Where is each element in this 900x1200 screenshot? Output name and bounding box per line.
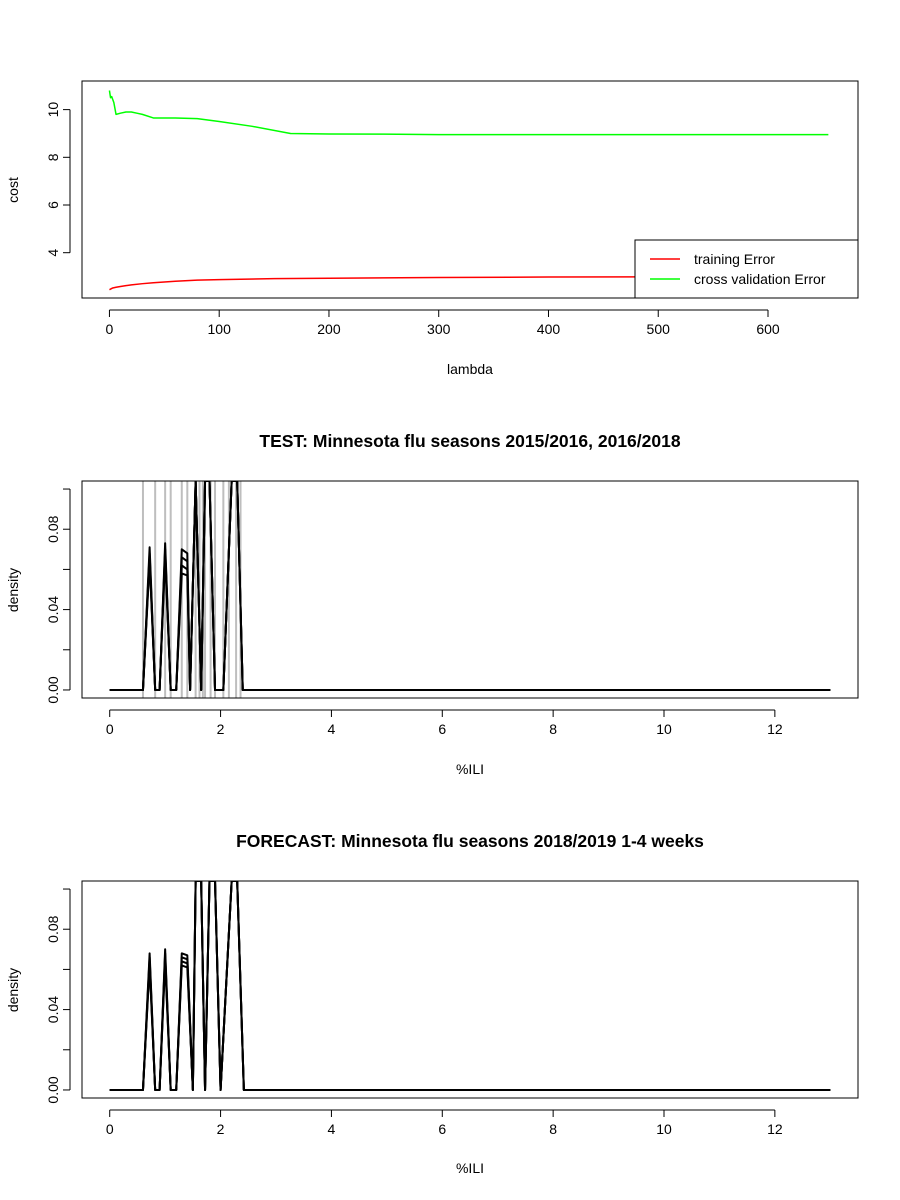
cost-lambda-marks [108,90,829,291]
plot-area [108,90,829,291]
x-tick-label: 4 [328,721,336,737]
density-curve-0-line [109,481,831,691]
x-tick-label: 8 [549,1121,557,1137]
forecast-density-panel: FORECAST: Minnesota flu seasons 2018/201… [5,831,859,1176]
test-density-marks [109,481,831,698]
x-tick-label: 0 [106,1121,114,1137]
x-tick-label: 12 [767,721,783,737]
density-curve-2-line [109,481,831,691]
y-axis-label-test: density [5,568,21,612]
x-tick-label: 8 [549,721,557,737]
y-tick-label: 4 [45,249,61,257]
test-density-plot-frame [81,480,859,699]
forecast-density-title: FORECAST: Minnesota flu seasons 2018/201… [236,831,704,851]
y-tick-label: 0.08 [45,515,61,542]
x-tick-label: 0 [106,321,114,337]
x-tick-label: 4 [328,1121,336,1137]
x-tick-label: 2 [217,721,225,737]
cross-validation-error-line [108,90,829,136]
x-tick-label: 600 [756,321,780,337]
x-tick-label: 100 [208,321,232,337]
x-tick-label: 2 [217,1121,225,1137]
y-tick-label: 8 [45,153,61,161]
x-tick-label: 10 [656,1121,672,1137]
x-tick-label: 6 [438,1121,446,1137]
density-curve-1-line [109,481,831,691]
plot-area [109,481,831,698]
cost-lambda-axes: 0 100 200 300 400 500 600 4 6 8 10 [45,102,780,337]
x-tick-label: 200 [317,321,341,337]
y-tick-label: 0.00 [45,1076,61,1103]
x-axis-label-test: %ILI [456,761,484,777]
x-tick-label: 500 [647,321,671,337]
y-tick-label: 0.04 [45,996,61,1023]
y-axis-label-forecast: density [5,968,21,1012]
legend-box [634,239,859,299]
test-density-title: TEST: Minnesota flu seasons 2015/2016, 2… [259,431,680,451]
x-tick-label: 6 [438,721,446,737]
plot-area [109,881,831,1091]
cost-lambda-panel: 0 100 200 300 400 500 600 4 6 8 10 lambda cost tra… [5,80,859,377]
forecast-density-marks [109,881,831,1091]
x-tick-label: 12 [767,1121,783,1137]
x-tick-label: 0 [106,721,114,737]
x-axis-label-lambda: lambda [447,361,493,377]
legend-label-training: training Error [694,251,775,267]
test-density-panel: TEST: Minnesota flu seasons 2015/2016, 2… [5,431,859,777]
x-tick-label: 10 [656,721,672,737]
y-tick-label: 6 [45,201,61,209]
y-tick-label: 0.04 [45,596,61,623]
x-axis-label-forecast: %ILI [456,1160,484,1176]
y-tick-label: 0.00 [45,676,61,703]
legend: training Error cross validation Error [634,239,859,299]
forecast-density-plot-frame [81,880,859,1099]
training-error-line [109,275,829,291]
x-tick-label: 300 [427,321,451,337]
x-tick-label: 400 [537,321,561,337]
cost-lambda-plot-frame [81,80,859,299]
test-density-axes: 0 2 4 6 8 10 12 0.00 0.04 0.08 [45,488,783,737]
density-curve-3-line [109,881,831,1091]
y-axis-label-cost: cost [5,177,21,203]
density-curve-3-line [109,481,831,691]
y-tick-label: 0.08 [45,915,61,942]
forecast-density-axes: 0 2 4 6 8 10 12 0.00 0.04 0.08 [45,888,783,1137]
legend-label-cv: cross validation Error [694,271,826,287]
y-tick-label: 10 [45,102,61,118]
